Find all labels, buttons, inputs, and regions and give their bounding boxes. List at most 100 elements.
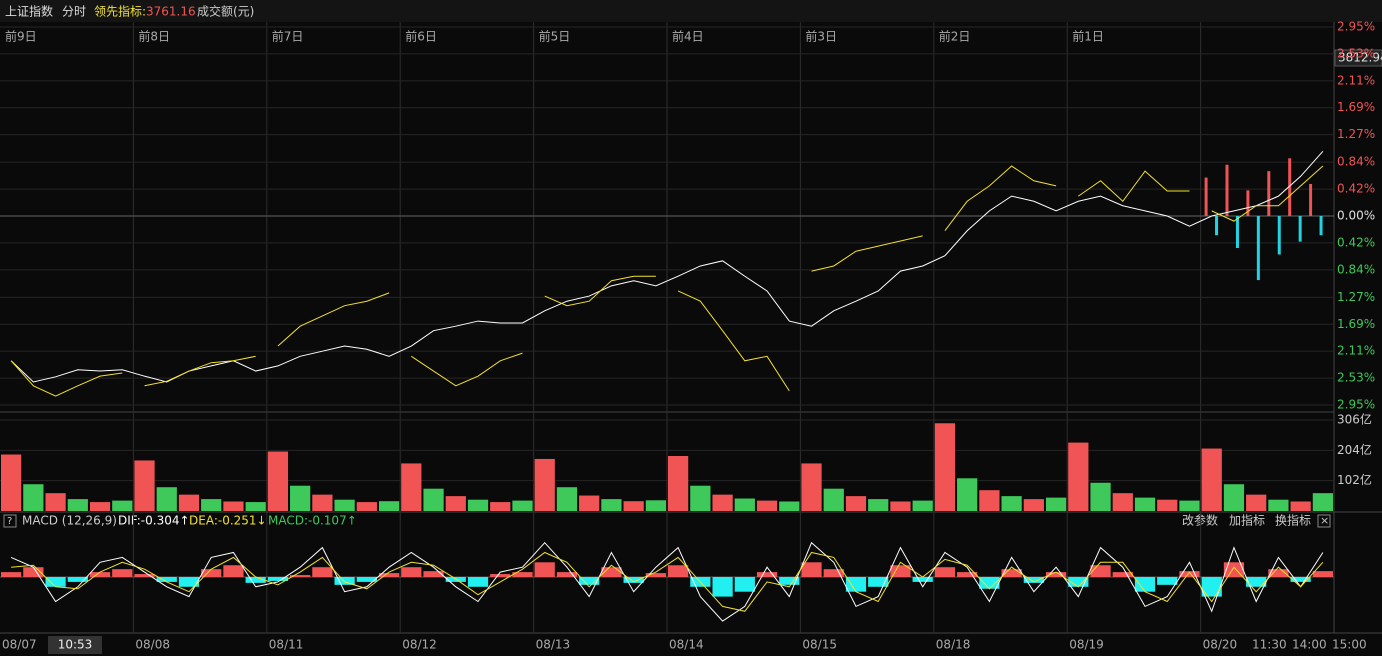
y-tick-label: 2.11% xyxy=(1337,73,1375,87)
y-tick-label: 204亿 xyxy=(1337,442,1372,457)
lead-bar xyxy=(1277,216,1281,255)
volume-bar xyxy=(957,478,978,511)
volume-bar xyxy=(267,451,289,511)
lead-line xyxy=(277,292,390,347)
macd-bar xyxy=(201,569,222,577)
lead-line xyxy=(544,275,656,307)
close-button[interactable] xyxy=(1317,514,1331,528)
dif-label: DIF:-0.304↑ xyxy=(118,514,190,528)
macd-label: MACD:-0.107↑ xyxy=(268,514,357,528)
day-label: 前3日 xyxy=(805,29,837,44)
volume-bar xyxy=(734,498,755,511)
macd-title: MACD (12,26,9) xyxy=(22,514,117,528)
volume-bar xyxy=(1157,499,1178,511)
lead-bar xyxy=(1256,216,1260,281)
y-tick-label: 0.42% xyxy=(1337,182,1375,196)
y-tick-label: 2.53% xyxy=(1337,46,1375,60)
volume-bar xyxy=(1290,501,1311,511)
macd-bar xyxy=(645,573,666,577)
lead-bar xyxy=(1204,177,1208,216)
macd-bar xyxy=(1201,577,1222,597)
lead-bar xyxy=(1225,164,1229,216)
volume-bar xyxy=(1268,499,1289,511)
volume-bar xyxy=(823,488,844,511)
volume-bar xyxy=(223,501,244,511)
volume-bar xyxy=(534,458,555,511)
lead-line xyxy=(811,235,923,272)
last-price: 3812.94 xyxy=(1338,51,1382,65)
macd-bar xyxy=(756,572,778,577)
macd-bar xyxy=(1179,571,1200,577)
volume-bar xyxy=(378,501,400,511)
macd-bar xyxy=(1045,572,1067,577)
volume-bar xyxy=(312,494,333,511)
macd-bar xyxy=(23,567,44,577)
y-tick-label: 0.84% xyxy=(1337,155,1375,169)
help-icon[interactable] xyxy=(3,514,17,528)
day-label: 前9日 xyxy=(5,29,37,44)
time-label: 11:30 xyxy=(1252,638,1287,652)
volume-bar xyxy=(690,485,711,511)
dea-label: DEA:-0.251↓ xyxy=(189,514,267,528)
volume-bar xyxy=(890,501,911,511)
volume-bar xyxy=(334,499,355,511)
y-tick-label: 2.11% xyxy=(1337,344,1375,358)
volume-bar xyxy=(245,502,266,511)
macd-bar xyxy=(1112,572,1133,577)
volume-bar xyxy=(801,463,822,511)
dif-line xyxy=(10,541,1324,622)
macd-bar xyxy=(156,577,177,582)
lead-line xyxy=(411,352,523,387)
macd-bar xyxy=(1001,569,1022,577)
volume-bar xyxy=(423,488,444,511)
macd-button[interactable]: 换指标 xyxy=(1275,513,1311,528)
volume-bar xyxy=(67,499,88,511)
macd-bar xyxy=(312,567,333,577)
date-label: 08/07 xyxy=(2,638,37,652)
mode[interactable]: 分时 xyxy=(62,5,86,19)
date-label: 08/12 xyxy=(402,638,437,652)
y-tick-label: 2.95% xyxy=(1337,398,1375,412)
header-bar xyxy=(0,0,1382,22)
macd-bar xyxy=(801,562,822,577)
volume-bar xyxy=(490,502,511,511)
lead-line xyxy=(144,355,256,387)
volume-bar xyxy=(1112,493,1133,511)
macd-bar xyxy=(845,577,867,592)
day-label: 前7日 xyxy=(272,29,304,44)
macd-button[interactable]: 加指标 xyxy=(1229,513,1265,528)
symbol[interactable]: 上证指数 xyxy=(5,4,53,19)
macd-bar xyxy=(512,572,533,577)
volume-bar xyxy=(779,501,800,511)
time-label: 14:00 xyxy=(1292,638,1327,652)
y-tick-label: 102亿 xyxy=(1337,472,1372,487)
macd-bar xyxy=(1246,577,1267,587)
macd-button[interactable]: 改参数 xyxy=(1182,513,1218,528)
macd-bar xyxy=(823,569,844,577)
volume-bar xyxy=(1090,482,1111,511)
lead-value: 3761.16 xyxy=(146,5,196,19)
volume-bar xyxy=(579,495,600,511)
volume-bar xyxy=(134,460,155,511)
macd-bar xyxy=(623,577,644,583)
close-mark[interactable]: × xyxy=(1320,514,1329,527)
y-tick-label: 2.53% xyxy=(1337,371,1375,385)
y-tick-label: 0.84% xyxy=(1337,262,1375,276)
help-mark[interactable]: ? xyxy=(7,516,12,527)
day-label: 前6日 xyxy=(405,29,437,44)
volume-bar xyxy=(201,499,222,511)
macd-bar xyxy=(556,572,578,577)
macd-bar xyxy=(356,577,377,582)
volume-bar xyxy=(868,499,889,511)
volume-bar xyxy=(1,454,22,511)
volume-bar xyxy=(401,463,422,511)
lead-bar xyxy=(1235,216,1239,249)
day-label: 前4日 xyxy=(672,29,704,44)
volume-bar xyxy=(1023,499,1044,511)
macd-bar xyxy=(734,577,755,592)
volume-bar xyxy=(512,500,533,511)
date-label: 08/08 xyxy=(135,638,170,652)
volume-bar xyxy=(1134,497,1156,511)
macd-bar xyxy=(1090,565,1111,577)
volume-bar xyxy=(1001,496,1022,511)
